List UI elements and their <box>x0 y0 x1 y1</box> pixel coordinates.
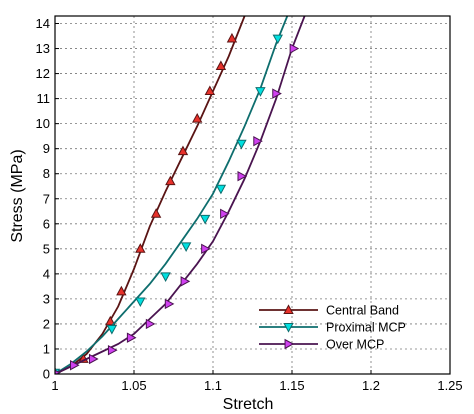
y-tick-label: 5 <box>43 241 50 256</box>
y-tick-label: 3 <box>43 291 50 306</box>
legend-marker <box>283 323 294 333</box>
data-point <box>191 112 203 123</box>
data-point <box>107 345 118 356</box>
data-point <box>126 332 137 343</box>
data-point <box>215 60 227 71</box>
data-point <box>201 243 211 255</box>
data-point <box>145 318 156 330</box>
data-point <box>180 276 191 287</box>
data-point <box>180 242 192 252</box>
data-point <box>199 214 211 225</box>
series-line <box>55 16 246 374</box>
data-point <box>289 43 300 54</box>
data-point <box>105 315 116 326</box>
data-point <box>165 175 176 186</box>
series-layer <box>55 16 306 374</box>
x-tick-label: 1.15 <box>279 378 304 393</box>
y-tick-label: 7 <box>43 191 50 206</box>
x-tick-label: 1.05 <box>121 378 146 393</box>
y-tick-label: 13 <box>36 41 50 56</box>
data-point <box>150 208 162 218</box>
data-point <box>226 32 238 43</box>
data-point <box>215 184 227 195</box>
series-central-band <box>55 16 246 374</box>
data-point <box>106 324 118 335</box>
y-tick-label: 8 <box>43 166 50 181</box>
legend-label: Over MCP <box>326 338 384 352</box>
y-tick-label: 9 <box>43 141 50 156</box>
series-line <box>55 16 289 374</box>
data-point <box>255 87 266 97</box>
series-over-mcp <box>55 16 306 374</box>
legend-label: Central Band <box>326 304 399 318</box>
data-point <box>70 360 80 371</box>
legend-marker <box>284 338 295 350</box>
y-tick-label: 4 <box>43 266 50 281</box>
y-tick-label: 0 <box>43 367 50 382</box>
data-point <box>135 297 146 308</box>
data-point <box>204 85 216 96</box>
plot-frame <box>54 15 451 375</box>
data-point <box>272 88 282 99</box>
legend-marker <box>283 304 294 314</box>
data-point <box>88 353 99 365</box>
legend-label: Proximal MCP <box>326 321 406 335</box>
data-point <box>236 139 247 150</box>
data-point <box>116 285 127 296</box>
y-tick-label: 10 <box>36 116 50 131</box>
y-tick-label: 12 <box>36 66 50 81</box>
data-point <box>220 208 230 219</box>
y-tick-label: 11 <box>37 91 51 106</box>
x-tick-label: 1 <box>51 378 58 393</box>
data-point <box>177 145 189 156</box>
x-tick-label: 1.1 <box>204 378 222 393</box>
legend: Central Band Proximal MCP Over MCP <box>259 304 406 352</box>
series-proximal-mcp <box>55 16 289 374</box>
y-tick-label: 2 <box>43 316 50 331</box>
x-tick-labels: 1 1.05 1.1 1.15 1.2 1.25 <box>51 370 463 393</box>
data-point <box>164 298 175 310</box>
x-tick-label: 1.25 <box>437 378 462 393</box>
data-point <box>272 34 283 45</box>
x-tick-label: 1.2 <box>362 378 380 393</box>
data-point <box>135 243 146 253</box>
data-point <box>237 171 248 182</box>
data-point <box>160 272 171 283</box>
y-axis-title: Stress (MPa) <box>9 149 26 242</box>
y-tick-label: 6 <box>43 216 50 231</box>
y-tick-label: 14 <box>36 16 50 31</box>
y-tick-label: 1 <box>43 341 50 356</box>
x-axis-title: Stretch <box>223 396 274 413</box>
data-point <box>253 135 263 147</box>
